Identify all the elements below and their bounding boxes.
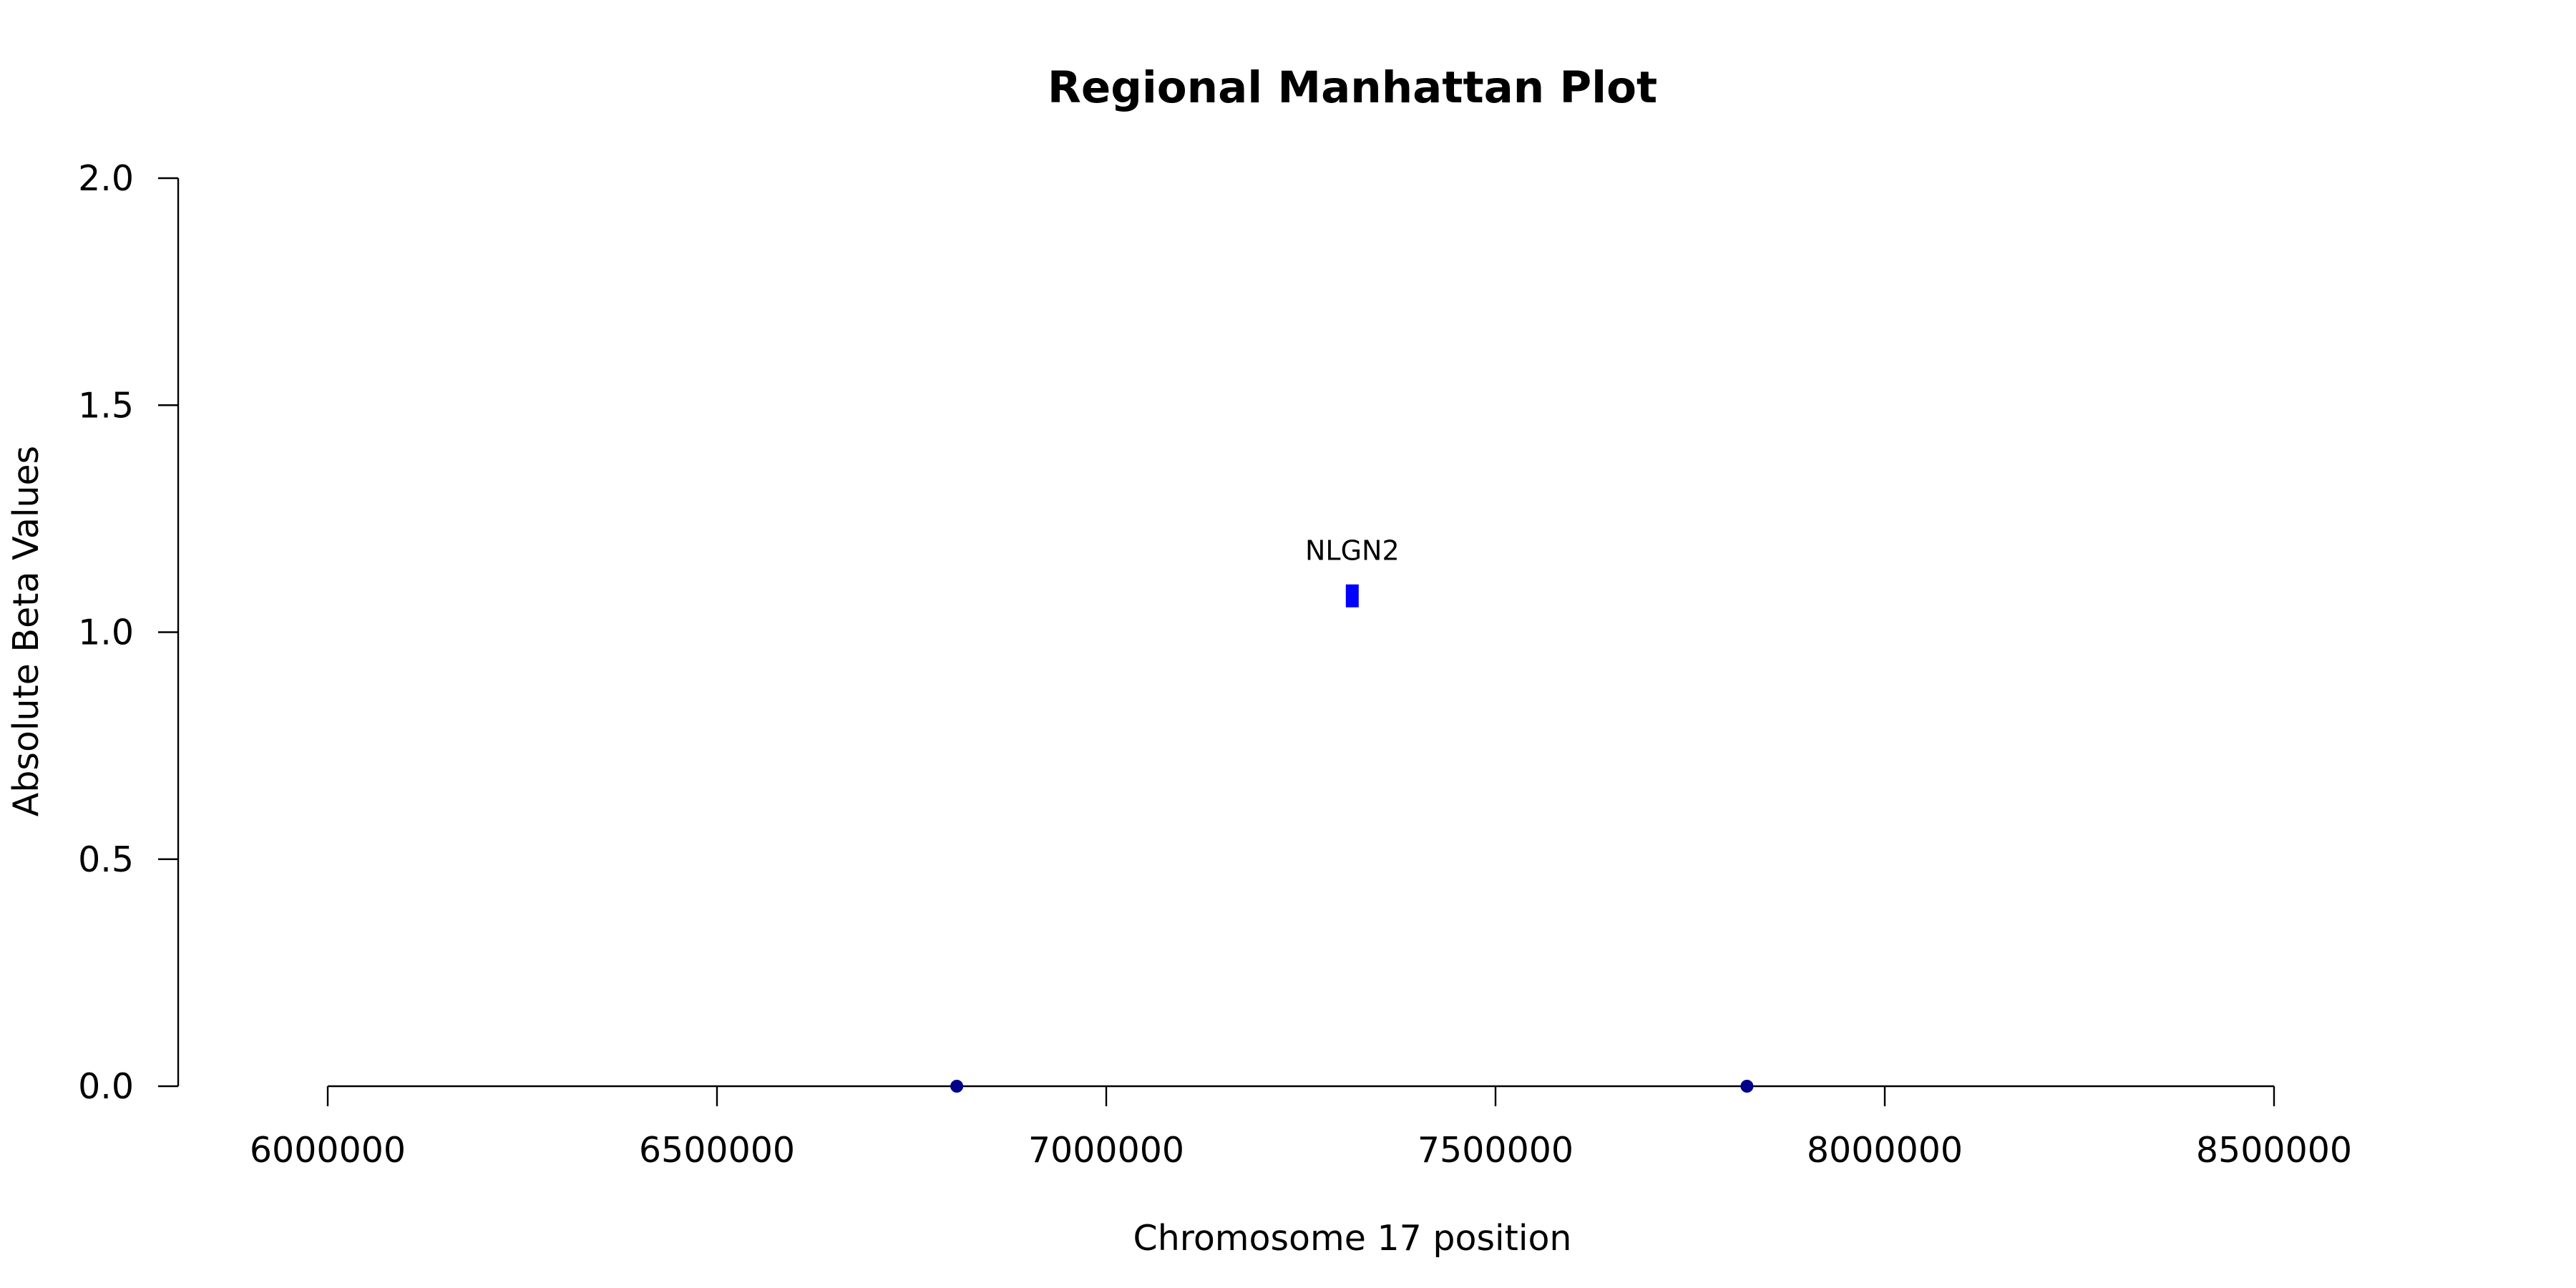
x-tick-label: 8000000 bbox=[1807, 1130, 1963, 1171]
x-tick-label: 6000000 bbox=[250, 1130, 406, 1171]
x-tick-label: 7500000 bbox=[1418, 1130, 1574, 1171]
y-axis-label: Absolute Beta Values bbox=[6, 446, 47, 816]
y-tick-label: 0.5 bbox=[78, 839, 134, 880]
x-tick-label: 7000000 bbox=[1028, 1130, 1184, 1171]
x-tick-label: 8500000 bbox=[2196, 1130, 2352, 1171]
gene-mark bbox=[1345, 584, 1359, 608]
plot-marks: NLGN2 bbox=[950, 535, 1754, 1093]
y-tick-label: 2.0 bbox=[78, 158, 134, 199]
y-tick-label: 1.5 bbox=[78, 385, 134, 426]
data-point bbox=[950, 1080, 964, 1093]
y-tick-label: 0.0 bbox=[78, 1066, 134, 1107]
data-point bbox=[1740, 1080, 1754, 1093]
y-tick-label: 1.0 bbox=[78, 613, 134, 653]
x-axis-label: Chromosome 17 position bbox=[1133, 1218, 1571, 1259]
chart-title: Regional Manhattan Plot bbox=[1048, 62, 1657, 113]
gene-label: NLGN2 bbox=[1305, 535, 1400, 567]
x-tick-label: 6500000 bbox=[639, 1130, 795, 1171]
y-axis: 0.0 0.5 1.0 1.5 2.0 bbox=[78, 158, 180, 1107]
x-axis: 6000000 6500000 7000000 7500000 8000000 85000… bbox=[250, 1085, 2352, 1171]
